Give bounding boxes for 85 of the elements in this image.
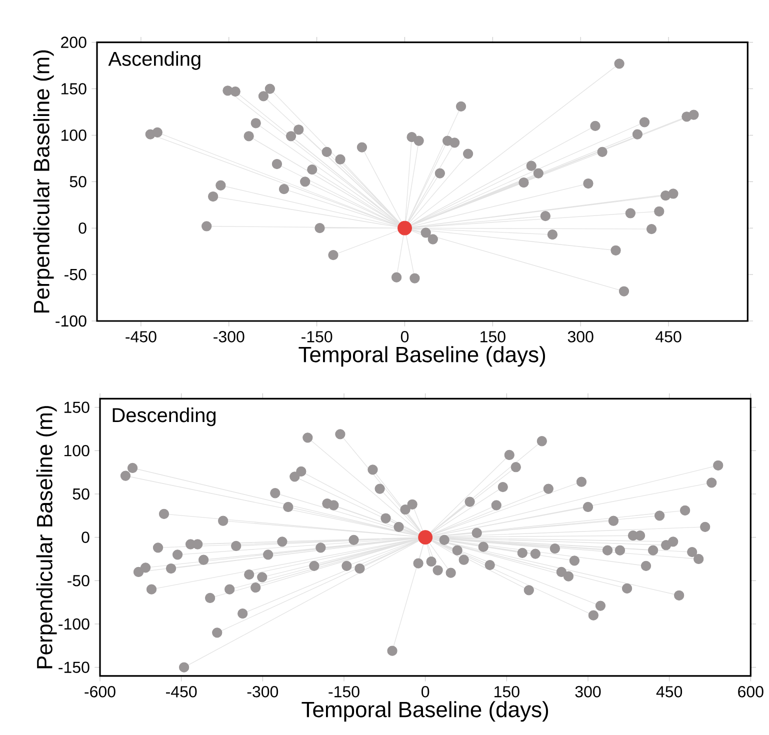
point: [428, 234, 438, 244]
y-tick-label: 150: [61, 83, 86, 94]
x-tick-label: 450: [656, 331, 682, 342]
point: [625, 208, 636, 218]
y-tick-label: -100: [58, 618, 90, 630]
y-tick-label: -150: [58, 662, 90, 673]
point: [335, 154, 346, 164]
y-tick-label: 150: [64, 402, 90, 413]
point: [230, 86, 240, 97]
y-tick-label: 100: [64, 444, 90, 456]
x-tick-label: 600: [738, 686, 764, 698]
x-tick-label: -150: [302, 331, 332, 342]
x-tick-label: 150: [480, 331, 506, 342]
point: [597, 146, 608, 158]
point: [314, 223, 325, 234]
point: [456, 101, 466, 112]
point: [152, 127, 162, 138]
x-tick-label: -600: [84, 686, 116, 698]
point: [639, 117, 650, 128]
point: [540, 210, 550, 222]
point: [583, 178, 594, 189]
point: [294, 124, 304, 135]
y-tick-label: 50: [72, 488, 90, 500]
point: [462, 148, 474, 159]
point: [264, 84, 275, 94]
point: [391, 272, 402, 282]
x-tick-label: 450: [656, 686, 682, 698]
point: [398, 220, 412, 236]
point: [258, 91, 269, 102]
point: [614, 58, 624, 69]
point: [278, 184, 290, 194]
point: [406, 132, 417, 142]
y-tick-label: 0: [78, 222, 86, 234]
y-axis-title: Perpendicular Baseline (m): [33, 50, 54, 313]
point: [518, 178, 529, 188]
point: [300, 176, 310, 187]
chart-title: Ascending: [108, 51, 200, 70]
x-tick-label: 0: [400, 331, 409, 342]
point: [688, 110, 699, 120]
point: [610, 245, 621, 256]
y-tick-label: 200: [61, 36, 86, 48]
point: [547, 230, 558, 240]
y-tick-label: 100: [61, 130, 86, 141]
point: [434, 168, 445, 178]
y-tick-label: -100: [56, 315, 86, 327]
y-tick-label: 0: [82, 532, 90, 543]
point: [668, 188, 678, 199]
point: [420, 228, 431, 238]
point: [533, 168, 544, 178]
x-tick-label: -300: [214, 331, 244, 342]
point: [272, 158, 282, 170]
x-tick-label: -450: [166, 686, 197, 698]
x-tick-label: 0: [422, 686, 430, 698]
point: [202, 221, 212, 232]
y-tick-label: 50: [70, 176, 86, 188]
chart-title: Descending: [112, 408, 216, 426]
point: [244, 131, 254, 142]
point: [356, 142, 368, 152]
y-tick-label: -50: [68, 574, 90, 586]
point: [414, 136, 424, 146]
point: [618, 286, 630, 296]
point: [208, 191, 218, 202]
point: [216, 180, 226, 190]
point: [410, 273, 420, 284]
point: [328, 250, 338, 260]
x-tick-label: -300: [247, 686, 278, 698]
x-axis-title: Temporal Baseline (days): [298, 346, 546, 367]
point: [322, 146, 332, 158]
x-tick-label: 300: [568, 331, 594, 342]
point: [590, 120, 600, 131]
point: [632, 129, 643, 140]
point: [654, 206, 664, 216]
y-tick-label: -50: [64, 268, 86, 280]
x-axis-title: Temporal Baseline (days): [302, 701, 548, 722]
x-tick-label: -450: [126, 331, 156, 342]
point: [450, 138, 460, 148]
point: [286, 131, 296, 142]
point: [526, 160, 536, 171]
point: [250, 118, 261, 128]
point: [307, 164, 318, 175]
x-tick-label: 150: [494, 686, 520, 698]
x-tick-label: 300: [575, 686, 601, 698]
x-tick-label: -150: [328, 686, 360, 698]
point: [646, 224, 657, 234]
y-axis-title: Perpendicular Baseline (m): [36, 406, 57, 668]
